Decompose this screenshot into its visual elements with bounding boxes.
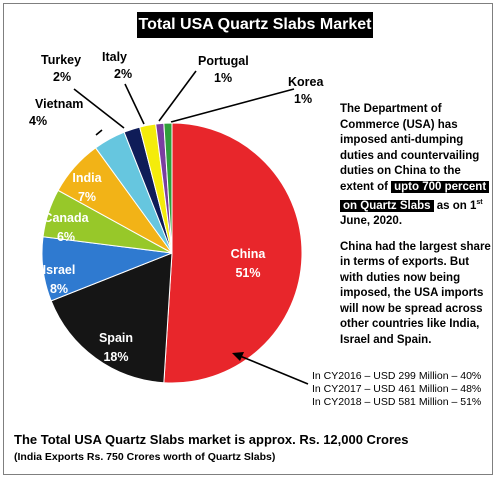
slice-value-canada: 6%	[57, 230, 75, 244]
leader-line-vietnam	[95, 129, 103, 136]
yearly-stats: In CY2016 – USD 299 Million – 40% In CY2…	[312, 370, 481, 409]
slice-value-italy: 2%	[114, 67, 132, 81]
slice-label-spain: Spain	[99, 331, 133, 345]
slice-value-india: 7%	[78, 190, 96, 204]
slice-value-portugal: 1%	[214, 71, 232, 85]
slice-china	[163, 122, 303, 384]
stats-arrow-line	[239, 355, 309, 385]
slice-value-spain: 18%	[103, 350, 128, 364]
info-highlight-slabs: on Quartz Slabs	[340, 199, 434, 212]
footer-india-exports: (India Exports Rs. 750 Crores worth of Q…	[14, 451, 276, 463]
slice-label-turkey: Turkey	[41, 53, 81, 67]
slice-value-turkey: 2%	[53, 70, 71, 84]
pie-chart: China 51% Spain 18% Israel 8% Canada 6% India 7% V…	[29, 50, 324, 385]
slice-spain	[50, 252, 173, 384]
slice-label-canada: Canada	[43, 211, 89, 225]
stat-cy2018: In CY2018 – USD 581 Million – 51%	[312, 396, 482, 408]
leader-line-italy	[124, 83, 145, 125]
stats-arrow-head	[232, 352, 244, 361]
info-panel: The Department of Commerce (USA) has imp…	[340, 102, 492, 358]
info-date: June, 2020.	[340, 215, 403, 228]
info-highlight-percent: upto 700 percent	[391, 180, 490, 193]
footer-market-size: The Total USA Quartz Slabs market is app…	[14, 432, 409, 447]
info-date-prefix: as on 1	[436, 199, 477, 212]
slice-label-korea: Korea	[288, 75, 324, 89]
chart-frame: Total USA Quartz Slabs Market China 51% Sp…	[3, 3, 493, 475]
leader-line-korea	[170, 88, 295, 123]
info-paragraph-duties: The Department of Commerce (USA) has imp…	[340, 102, 492, 230]
slice-korea	[163, 122, 173, 254]
leader-line-turkey	[73, 88, 125, 129]
slice-value-china: 51%	[235, 266, 260, 280]
slice-label-israel: Israel	[43, 263, 76, 277]
chart-title: Total USA Quartz Slabs Market	[137, 12, 373, 38]
info-duties-text: The Department of Commerce (USA) has imp…	[340, 103, 480, 193]
stat-cy2016: In CY2016 – USD 299 Million – 40%	[312, 370, 482, 382]
info-paragraph-share: China had the largest share in terms of …	[340, 240, 491, 346]
slice-label-italy: Italy	[102, 50, 127, 64]
slice-label-china: China	[231, 247, 267, 261]
info-date-suffix: st	[476, 199, 483, 206]
slice-label-india: India	[72, 171, 102, 185]
slice-label-portugal: Portugal	[198, 54, 249, 68]
slice-value-vietnam: 4%	[29, 114, 47, 128]
leader-line-portugal	[158, 70, 197, 122]
slice-value-israel: 8%	[50, 282, 68, 296]
slice-value-korea: 1%	[294, 92, 312, 106]
slice-label-vietnam: Vietnam	[35, 97, 83, 111]
stat-cy2017: In CY2017 – USD 461 Million – 48%	[312, 383, 482, 395]
